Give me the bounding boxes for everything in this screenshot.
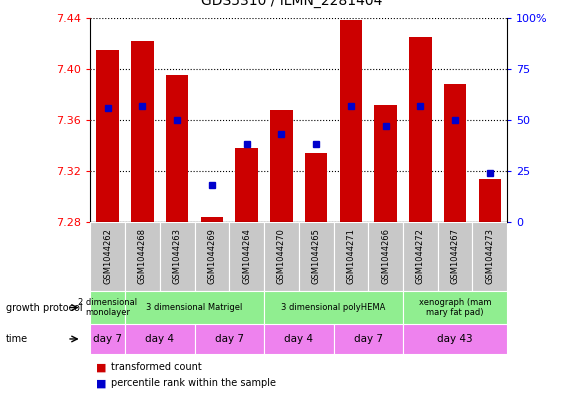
Text: percentile rank within the sample: percentile rank within the sample <box>111 378 276 388</box>
Bar <box>368 222 403 291</box>
Text: 2 dimensional
monolayer: 2 dimensional monolayer <box>78 298 137 317</box>
Bar <box>270 110 293 222</box>
Text: GDS5310 / ILMN_2281404: GDS5310 / ILMN_2281404 <box>201 0 382 8</box>
Bar <box>264 324 333 354</box>
Bar <box>264 291 403 324</box>
Text: GSM1044265: GSM1044265 <box>312 228 321 285</box>
Text: GSM1044273: GSM1044273 <box>485 228 494 285</box>
Text: GSM1044262: GSM1044262 <box>103 228 113 285</box>
Text: day 7: day 7 <box>354 334 383 344</box>
Text: day 4: day 4 <box>145 334 174 344</box>
Text: GSM1044271: GSM1044271 <box>346 228 356 285</box>
Text: transformed count: transformed count <box>111 362 202 373</box>
Text: GSM1044269: GSM1044269 <box>208 228 216 285</box>
Bar <box>229 222 264 291</box>
Text: 3 dimensional polyHEMA: 3 dimensional polyHEMA <box>282 303 386 312</box>
Bar <box>409 37 431 222</box>
Text: ■: ■ <box>96 362 107 373</box>
Text: time: time <box>6 334 28 344</box>
Bar <box>166 75 188 222</box>
Bar <box>333 222 368 291</box>
Text: ■: ■ <box>96 378 107 388</box>
Text: GSM1044266: GSM1044266 <box>381 228 390 285</box>
Bar <box>374 105 397 222</box>
Bar <box>160 222 195 291</box>
Bar <box>479 179 501 222</box>
Bar <box>403 324 507 354</box>
Bar <box>125 324 195 354</box>
Bar <box>125 291 264 324</box>
Bar <box>125 222 160 291</box>
Bar <box>90 291 125 324</box>
Bar <box>236 148 258 222</box>
Bar <box>264 222 298 291</box>
Bar <box>131 41 154 222</box>
Bar <box>90 324 125 354</box>
Bar <box>333 324 403 354</box>
Bar <box>90 222 125 291</box>
Text: 3 dimensional Matrigel: 3 dimensional Matrigel <box>146 303 243 312</box>
Bar <box>305 153 328 222</box>
Bar <box>438 222 472 291</box>
Bar <box>444 84 466 222</box>
Text: day 4: day 4 <box>285 334 313 344</box>
Bar <box>403 222 438 291</box>
Text: GSM1044264: GSM1044264 <box>242 228 251 285</box>
Bar <box>195 222 229 291</box>
Text: GSM1044263: GSM1044263 <box>173 228 182 285</box>
Bar <box>96 50 119 222</box>
Text: growth protocol: growth protocol <box>6 303 82 312</box>
Text: xenograph (mam
mary fat pad): xenograph (mam mary fat pad) <box>419 298 491 317</box>
Bar <box>195 324 264 354</box>
Text: day 43: day 43 <box>437 334 473 344</box>
Bar <box>340 20 362 222</box>
Text: GSM1044272: GSM1044272 <box>416 228 425 285</box>
Text: day 7: day 7 <box>93 334 122 344</box>
Text: GSM1044268: GSM1044268 <box>138 228 147 285</box>
Bar <box>201 217 223 222</box>
Bar <box>472 222 507 291</box>
Bar <box>299 222 333 291</box>
Text: day 7: day 7 <box>215 334 244 344</box>
Text: GSM1044267: GSM1044267 <box>451 228 459 285</box>
Text: GSM1044270: GSM1044270 <box>277 228 286 285</box>
Bar <box>403 291 507 324</box>
